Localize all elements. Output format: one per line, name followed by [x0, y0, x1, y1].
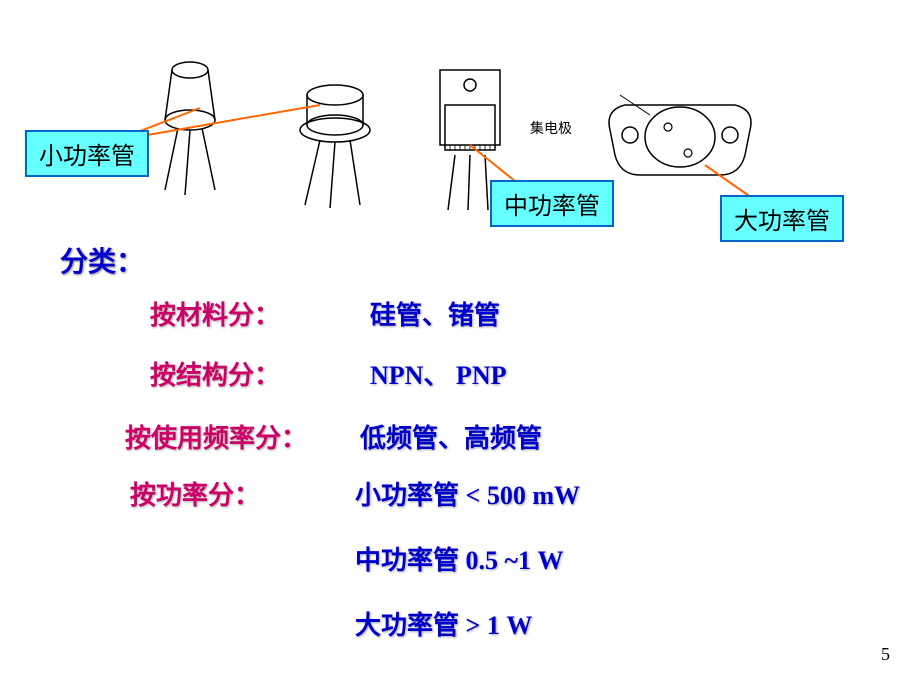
frequency-value: 低频管、高频管 — [360, 418, 542, 455]
material-label: 按材料分： — [150, 295, 280, 332]
page-number: 5 — [881, 644, 890, 665]
section-title: 分类： — [60, 240, 144, 280]
frequency-label: 按使用频率分： — [125, 418, 307, 455]
mid-power-label: 中功率管 — [490, 180, 614, 227]
power-value-3: 大功率管 > 1 W — [355, 605, 532, 642]
power-value-1: 小功率管 < 500 mW — [355, 475, 580, 512]
power-label: 按功率分： — [130, 475, 260, 512]
power-value-2: 中功率管 0.5 ~1 W — [355, 540, 564, 577]
material-value: 硅管、锗管 — [370, 295, 500, 332]
structure-label: 按结构分： — [150, 355, 280, 392]
collector-label: 集电极 — [530, 118, 572, 138]
structure-value: NPN、 PNP — [370, 355, 506, 392]
high-power-label: 大功率管 — [720, 195, 844, 242]
low-power-label: 小功率管 — [25, 130, 149, 177]
